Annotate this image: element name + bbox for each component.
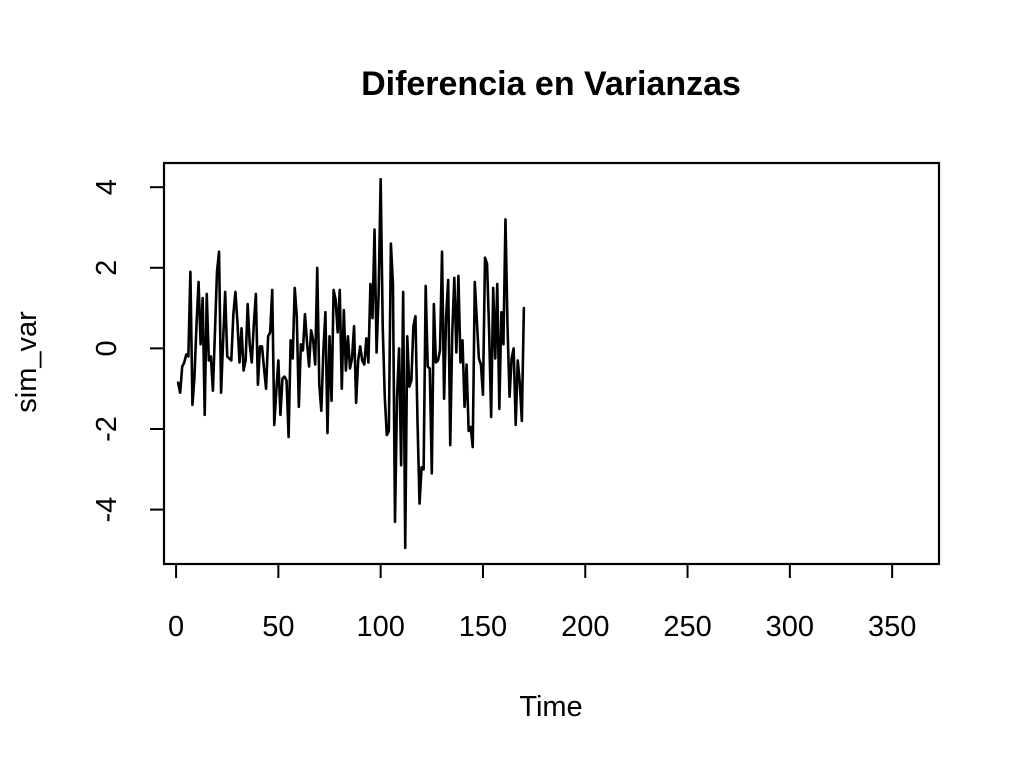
y-tick-label: -4 <box>91 497 123 523</box>
plot-frame <box>162 161 941 566</box>
y-axis: -4 -2 0 2 4 <box>91 179 165 523</box>
y-tick-label: 0 <box>91 340 123 356</box>
x-tick-label: 250 <box>663 611 711 643</box>
x-tick-label: 0 <box>168 611 184 643</box>
x-tick-label: 50 <box>262 611 294 643</box>
x-tick-label: 200 <box>561 611 609 643</box>
x-axis-label: Time <box>519 691 582 723</box>
x-tick-label: 300 <box>766 611 814 643</box>
x-tick-label: 100 <box>356 611 404 643</box>
chart-title: Diferencia en Varianzas <box>361 65 741 103</box>
series-line-0 <box>176 177 526 550</box>
x-axis: 0 50 100 150 200 250 300 350 <box>168 563 916 643</box>
y-tick-label: -2 <box>91 416 123 442</box>
x-tick-label: 350 <box>868 611 916 643</box>
y-tick-label: 4 <box>91 179 123 195</box>
y-axis-label: sim_var <box>11 311 43 413</box>
x-tick-label: 150 <box>459 611 507 643</box>
plot-area <box>176 177 526 550</box>
y-tick-label: 2 <box>91 260 123 276</box>
